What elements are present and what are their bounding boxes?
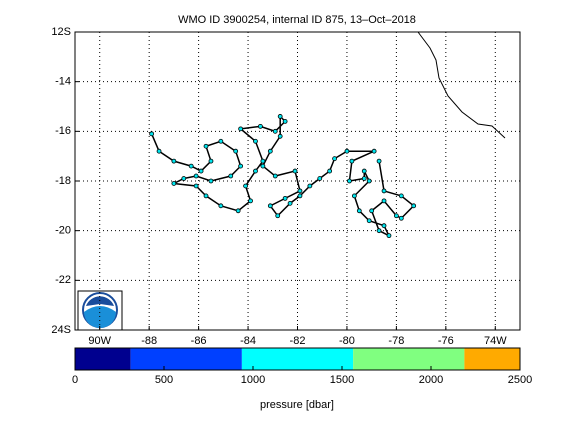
track-point: [381, 198, 387, 204]
track-point: [361, 176, 367, 181]
track-point: [253, 138, 258, 144]
track-point: [149, 131, 155, 137]
x-tick-label: -80: [339, 335, 355, 347]
track-point: [171, 181, 177, 186]
y-tick-label: -18: [55, 175, 71, 187]
track-point: [275, 213, 281, 219]
track-point: [282, 195, 288, 201]
track-point: [188, 163, 194, 169]
track-point: [287, 200, 293, 206]
track-point: [238, 163, 244, 169]
track-point: [208, 178, 214, 184]
colorbar-segment: [130, 348, 242, 370]
track-point: [248, 198, 253, 204]
colorbar-tick-label: 1500: [330, 374, 354, 386]
track-point: [327, 168, 333, 174]
track-point: [243, 183, 248, 189]
colorbar-segment: [464, 348, 520, 370]
track-point: [356, 208, 362, 214]
track-point: [376, 228, 382, 234]
x-tick-label: -78: [388, 335, 404, 347]
track-point: [267, 203, 273, 209]
track-point: [398, 215, 404, 221]
track-point: [203, 143, 209, 149]
track-point: [361, 168, 367, 174]
track-point: [277, 114, 283, 119]
chart-title: WMO ID 3900254, internal ID 875, 13–Oct–…: [178, 14, 416, 26]
colorbar-segment: [353, 348, 465, 370]
track-point: [258, 123, 263, 129]
track-point: [156, 148, 162, 154]
track-point: [381, 188, 387, 194]
track-point: [347, 178, 352, 184]
track-point: [272, 128, 278, 134]
track-point: [369, 208, 375, 214]
track-point: [181, 176, 187, 181]
colorbar-tick-label: 500: [155, 374, 173, 386]
colorbar-frame: [74, 347, 521, 371]
track-point: [267, 148, 273, 154]
x-tick-label: -76: [438, 335, 454, 347]
colorbar-label: pressure [dbar]: [260, 399, 334, 411]
track-point: [260, 158, 266, 164]
y-tick-label: 12S: [51, 26, 71, 38]
track-point: [198, 168, 204, 174]
track-point: [351, 193, 357, 199]
track-point: [228, 173, 234, 179]
track-point: [381, 223, 387, 229]
track-point: [386, 233, 392, 239]
coastline: [417, 31, 506, 139]
track-point: [393, 213, 399, 219]
track-point: [297, 193, 303, 199]
track-point: [297, 188, 303, 194]
x-tick-label: -82: [290, 335, 306, 347]
track-point: [307, 183, 313, 189]
track-point: [292, 168, 298, 174]
track-point: [349, 158, 355, 164]
colorbar-tick-label: 1000: [241, 374, 265, 386]
track-point: [332, 156, 337, 162]
y-tick-label: -20: [55, 225, 71, 237]
x-tick-label: -84: [240, 335, 256, 347]
y-tick-label: -16: [55, 125, 71, 137]
track-point: [193, 173, 199, 179]
track-point: [376, 158, 382, 164]
track-point: [218, 203, 224, 209]
colorbar-tick-label: 2500: [508, 374, 532, 386]
track-point: [238, 126, 244, 132]
colorbar-segment: [241, 348, 354, 370]
track-point: [203, 193, 209, 199]
colorbar-tick-label: 2000: [419, 374, 443, 386]
track-point: [272, 173, 278, 179]
track-point: [282, 119, 288, 124]
track-point: [208, 158, 214, 164]
x-tick-label: -86: [191, 335, 207, 347]
track-point: [218, 138, 224, 144]
track-point: [233, 148, 239, 154]
track-point: [260, 163, 266, 169]
track-point: [253, 168, 258, 174]
x-tick-label: 74W: [484, 335, 507, 347]
track-point: [398, 193, 404, 199]
track-point: [366, 178, 372, 184]
track-point: [317, 176, 323, 181]
track-point: [411, 203, 417, 209]
track-point: [171, 158, 177, 164]
colorbar-tick-label: 0: [72, 374, 78, 386]
track-point: [371, 148, 377, 154]
track-point: [344, 148, 350, 154]
colorbar-segment: [75, 348, 131, 370]
x-tick-label: -88: [141, 335, 157, 347]
track-point: [235, 208, 241, 214]
x-tick-label: 90W: [88, 335, 111, 347]
track-point: [366, 218, 372, 224]
y-tick-label: -14: [55, 76, 71, 88]
track-point: [277, 133, 283, 139]
track-point: [193, 183, 199, 189]
y-tick-label: -22: [55, 274, 71, 286]
y-tick-label: 24S: [51, 324, 71, 336]
